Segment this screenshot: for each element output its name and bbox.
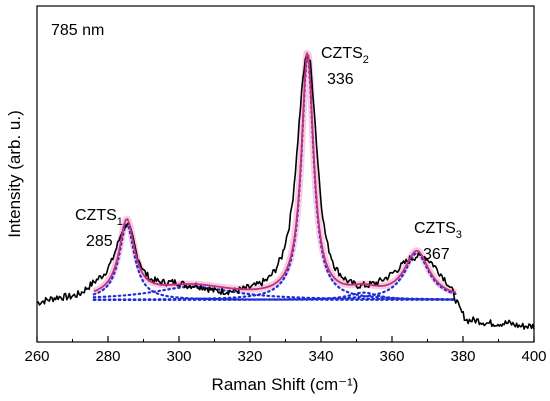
peak2-name: CZTS bbox=[321, 45, 363, 62]
peak1-subscript: 1 bbox=[117, 216, 123, 228]
plot-area bbox=[36, 5, 535, 343]
peak3-subscript: 3 bbox=[456, 229, 462, 241]
measured-line bbox=[36, 54, 535, 330]
peak3-label: CZTS3 bbox=[414, 220, 462, 241]
y-axis-title: Intensity (arb. u.) bbox=[5, 110, 24, 238]
fit-components bbox=[92, 53, 457, 301]
x-axis-ticks: 260 280 300 320 340 360 380 400 bbox=[24, 336, 547, 365]
x-tick-label: 280 bbox=[95, 348, 120, 365]
plot-frame bbox=[36, 5, 535, 343]
fit-component-5 bbox=[92, 291, 457, 301]
x-tick-label: 300 bbox=[166, 348, 191, 365]
x-tick-label: 260 bbox=[24, 348, 49, 365]
cumulative-fit bbox=[93, 52, 457, 294]
measured-spectrum bbox=[36, 54, 535, 330]
peak1-name: CZTS bbox=[75, 207, 117, 224]
x-tick-label: 400 bbox=[521, 348, 546, 365]
excitation-label: 785 nm bbox=[51, 22, 104, 39]
cumulative-fit-line bbox=[93, 52, 457, 294]
peak3-value: 367 bbox=[423, 246, 450, 263]
peak3-name: CZTS bbox=[414, 220, 456, 237]
peak1-value: 285 bbox=[86, 233, 113, 250]
x-tick-label: 380 bbox=[450, 348, 475, 365]
x-tick-label: 360 bbox=[379, 348, 404, 365]
x-tick-label: 340 bbox=[308, 348, 333, 365]
x-tick-label: 320 bbox=[237, 348, 262, 365]
peak2-value: 336 bbox=[327, 71, 354, 88]
fit-band bbox=[92, 49, 458, 296]
peak2-subscript: 2 bbox=[363, 54, 369, 66]
x-axis-title: Raman Shift (cm⁻¹) bbox=[212, 375, 359, 394]
fit-component-4 bbox=[92, 285, 457, 301]
peak1-label: CZTS1 bbox=[75, 207, 123, 228]
peak2-label: CZTS2 bbox=[321, 45, 369, 66]
fit-uncertainty-band bbox=[92, 49, 458, 296]
